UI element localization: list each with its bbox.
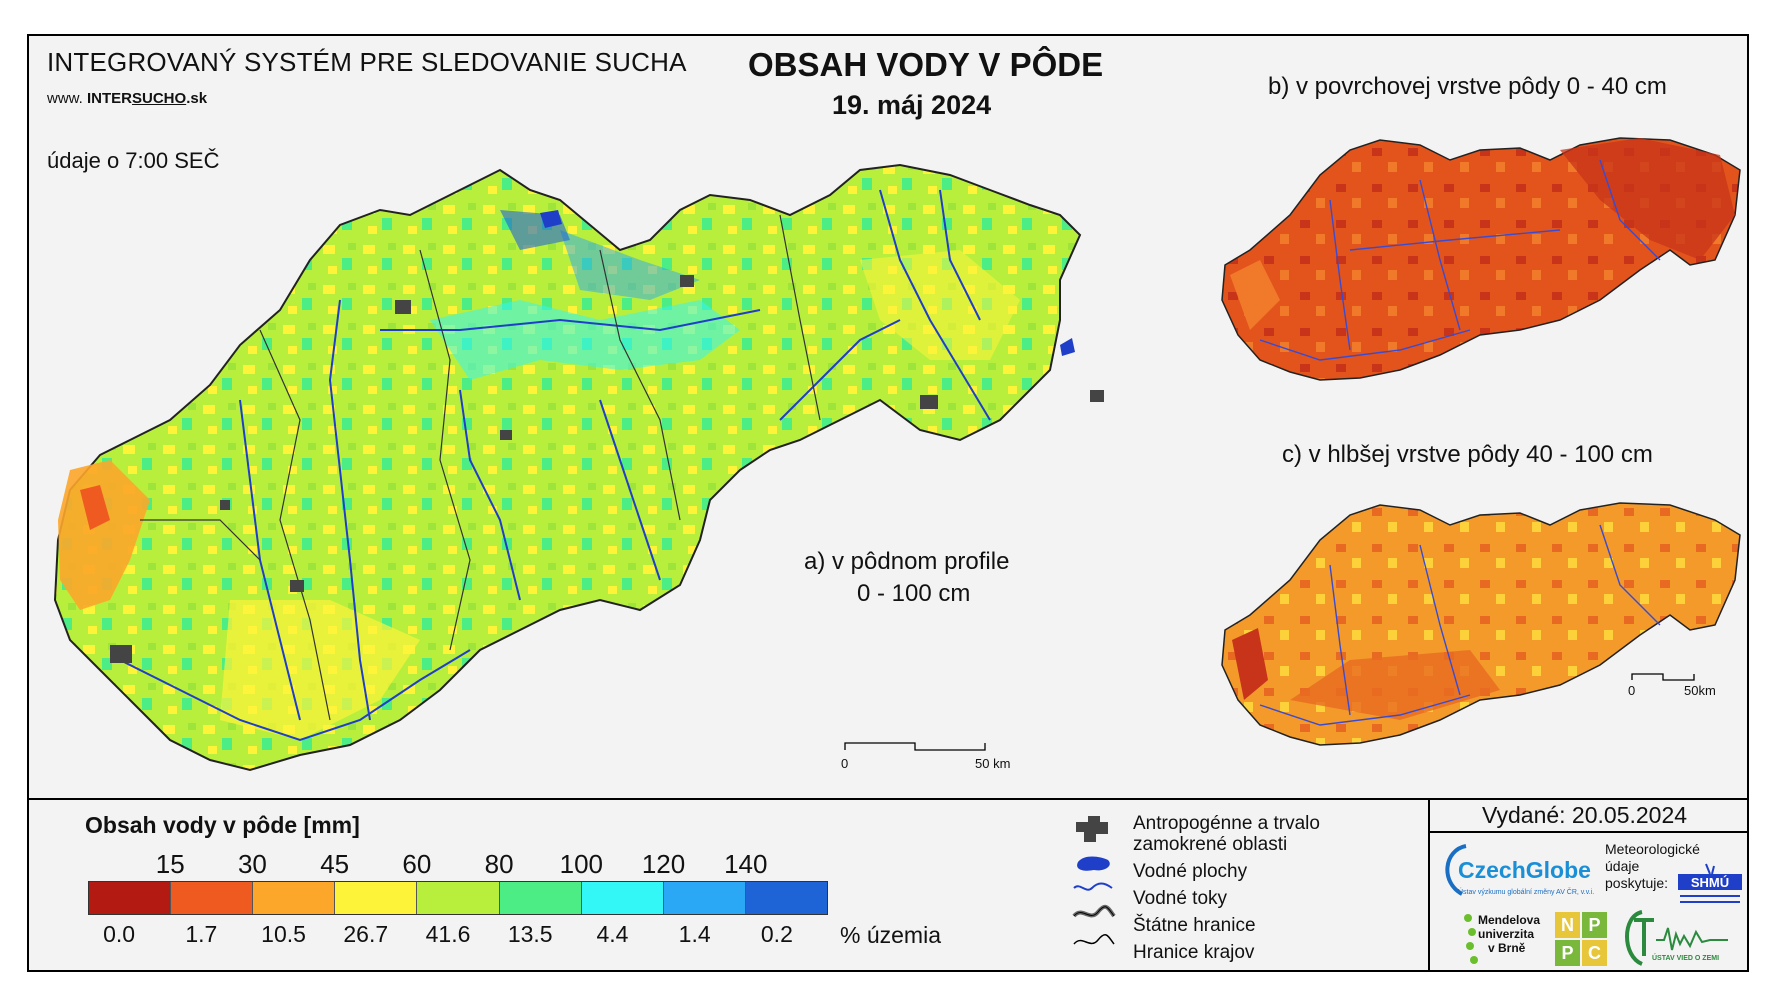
legend-swatch-4 bbox=[417, 882, 500, 914]
legend-percentage-6: 4.4 bbox=[596, 921, 629, 947]
nppc-c: C bbox=[1582, 940, 1607, 966]
state-border-icon-inner bbox=[1073, 906, 1115, 917]
nppc-logo: N P P C bbox=[1555, 912, 1607, 966]
meteo-line-1: Meteorologické bbox=[1605, 841, 1700, 857]
nppc-n: N bbox=[1555, 912, 1580, 938]
footer-divider bbox=[1428, 798, 1430, 972]
website-prefix: www. bbox=[47, 90, 83, 107]
meteo-line-2: údaje bbox=[1605, 858, 1640, 874]
water-body-icon bbox=[1077, 856, 1110, 871]
map-c-label: c) v hlbšej vrstve pôdy 40 - 100 cm bbox=[1282, 441, 1653, 468]
map-a-depth: 0 - 100 cm bbox=[857, 580, 971, 607]
legend-percentage-7: 1.4 bbox=[678, 921, 711, 947]
legend-percentage-5: 13.5 bbox=[507, 921, 553, 947]
czechglobe-subtitle: Ústav výzkumu globální změny AV ČR, v.v.… bbox=[1458, 887, 1594, 896]
website-suffix: .sk bbox=[186, 90, 208, 107]
legend-percentage-8: 0.2 bbox=[760, 921, 793, 947]
system-title: INTEGROVANÝ SYSTÉM PRE SLEDOVANIE SUCHA bbox=[47, 47, 687, 77]
anthropogenic-label-2: zamokrené oblasti bbox=[1133, 834, 1288, 855]
observation-time: údaje o 7:00 SEČ bbox=[47, 148, 220, 173]
legend-swatch-5 bbox=[499, 882, 582, 914]
anthropogenic-area-icon bbox=[1076, 816, 1108, 842]
scale-bar-main bbox=[844, 742, 986, 751]
legend-title: Obsah vody v pôde [mm] bbox=[85, 812, 360, 838]
scale-main-start: 0 bbox=[841, 756, 849, 771]
shmu-logo: SHMÚ bbox=[1678, 863, 1742, 903]
scale-main-end: 50 km bbox=[975, 756, 1011, 771]
scale-bar-small bbox=[1631, 673, 1695, 681]
map-b-label: b) v povrchovej vrstve pôdy 0 - 40 cm bbox=[1268, 73, 1667, 100]
legend-threshold-2: 45 bbox=[320, 849, 350, 879]
legend-threshold-4: 80 bbox=[484, 849, 514, 879]
czechglobe-text: CzechGlobe bbox=[1458, 857, 1591, 883]
legend-percentage-2: 10.5 bbox=[261, 921, 306, 947]
czechglobe-logo: CzechGlobe Ústav výzkumu globální změny … bbox=[1445, 844, 1594, 896]
mendel-line-3: v Brně bbox=[1488, 941, 1526, 955]
region-border-icon bbox=[1073, 934, 1115, 945]
streams-label: Vodné toky bbox=[1133, 888, 1228, 909]
anthropogenic-label-1: Antropogénne a trvalo bbox=[1133, 813, 1320, 834]
legend-percentage-0: 0.0 bbox=[103, 921, 136, 947]
map-date: 19. máj 2024 bbox=[832, 90, 992, 120]
website-link[interactable]: www. INTERSUCHO.sk bbox=[47, 90, 207, 107]
legend-swatch-8 bbox=[745, 882, 827, 914]
legend-percentage-3: 26.7 bbox=[343, 921, 389, 947]
mendel-line-1: Mendelova bbox=[1478, 913, 1541, 927]
region-border-label: Hranice krajov bbox=[1133, 942, 1255, 963]
legend-swatch-2 bbox=[253, 882, 336, 914]
percent-unit: % územia bbox=[840, 922, 941, 948]
nppc-p1: P bbox=[1582, 912, 1607, 938]
legend-swatch-3 bbox=[335, 882, 418, 914]
legend-swatch-1 bbox=[171, 882, 254, 914]
shmu-text: SHMÚ bbox=[1691, 875, 1729, 890]
legend-divider bbox=[27, 798, 1749, 800]
legend-threshold-3: 60 bbox=[402, 849, 432, 879]
legend-percentage-1: 1.7 bbox=[185, 921, 218, 947]
legend-threshold-6: 120 bbox=[641, 849, 686, 879]
legend-percentage-4: 41.6 bbox=[425, 921, 471, 947]
legend-swatch-0 bbox=[89, 882, 172, 914]
nppc-p2: P bbox=[1555, 940, 1580, 966]
legend-threshold-5: 100 bbox=[559, 849, 604, 879]
main-title: OBSAH VODY V PÔDE bbox=[748, 46, 1104, 83]
state-border-label: Štátne hranice bbox=[1133, 915, 1256, 936]
legend-swatch-7 bbox=[663, 882, 746, 914]
issued-date: Vydané: 20.05.2024 bbox=[1482, 802, 1688, 828]
legend-threshold-0: 15 bbox=[155, 849, 185, 879]
scale-small-start: 0 bbox=[1628, 683, 1636, 698]
website-brand-a: INTER bbox=[87, 90, 133, 107]
scale-small-end: 50km bbox=[1684, 683, 1716, 698]
legend-threshold-7: 140 bbox=[724, 849, 768, 879]
legend-color-scale bbox=[88, 881, 828, 915]
map-a-label: a) v pôdnom profile bbox=[804, 548, 1010, 575]
symbol-icons bbox=[1072, 816, 1116, 945]
mendel-logo-dots bbox=[1464, 914, 1478, 964]
water-bodies-label: Vodné plochy bbox=[1133, 861, 1248, 882]
legend-swatch-6 bbox=[581, 882, 664, 914]
uvz-logo: ÚSTAV VIED O ZEMI bbox=[1625, 910, 1728, 966]
legend-threshold-1: 30 bbox=[237, 849, 267, 879]
uvz-text: ÚSTAV VIED O ZEMI bbox=[1652, 953, 1719, 962]
stream-icon bbox=[1073, 882, 1113, 891]
slovakia-outline-deep bbox=[1221, 502, 1741, 746]
meteo-line-3: poskytuje: bbox=[1605, 875, 1669, 891]
mendel-line-2: univerzita bbox=[1478, 927, 1535, 941]
issued-divider bbox=[1428, 831, 1749, 833]
website-brand-b: SUCHO bbox=[132, 90, 187, 107]
